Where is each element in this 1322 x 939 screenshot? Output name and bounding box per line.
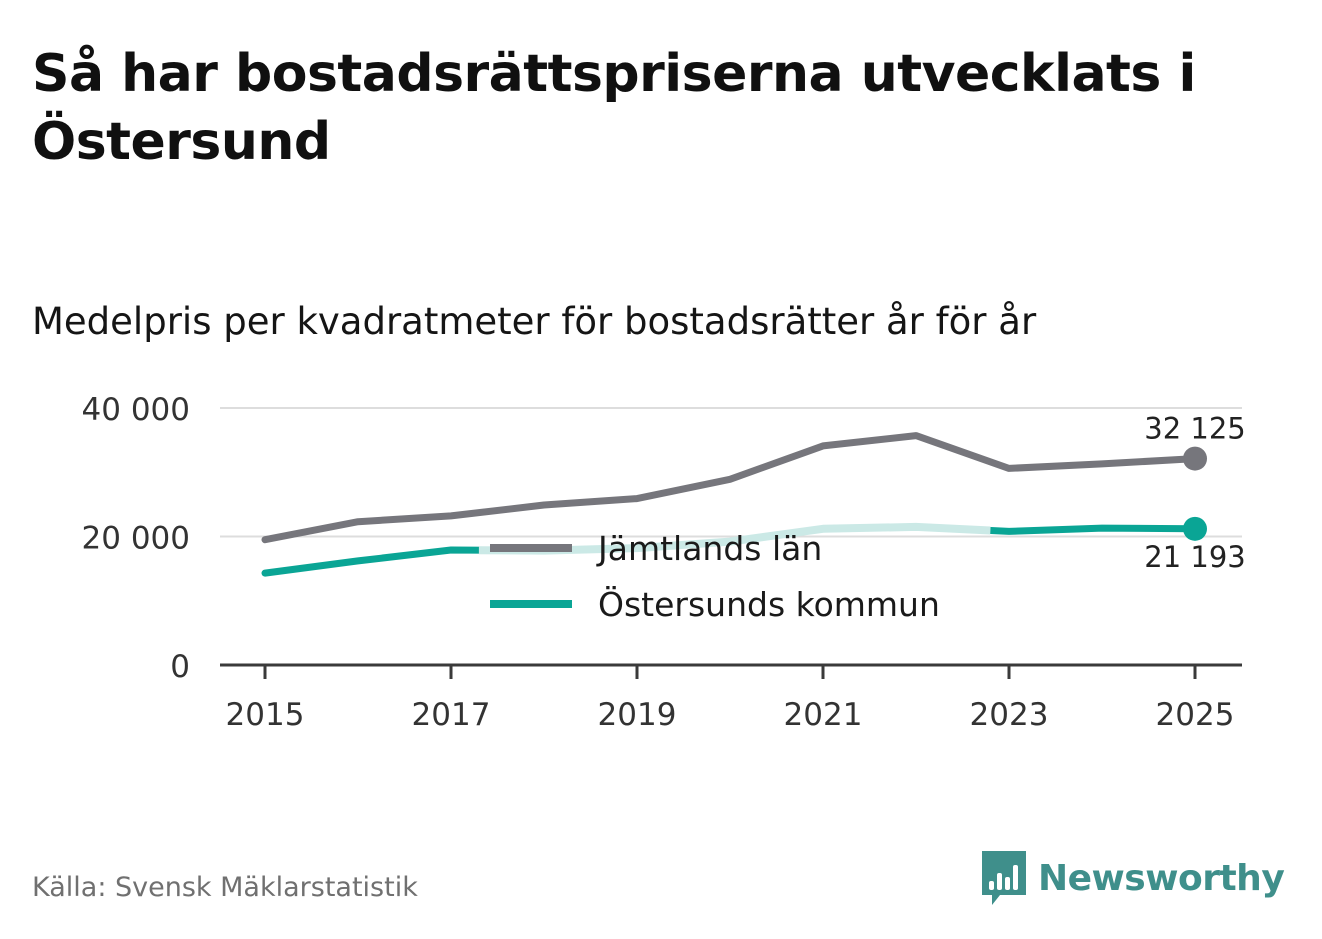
chart-title: Så har bostadsrättspriserna utvecklats i…: [32, 44, 1196, 172]
line-chart: 0 20 000 40 000 2015 2017 2019 2021 2023 2025 Jä…: [82, 392, 1246, 733]
brand-name: Newsworthy: [1038, 857, 1285, 899]
county-legend-label: Jämtlands län: [596, 529, 822, 568]
y-tick-label: 40 000: [82, 392, 190, 428]
municipality-legend-label: Östersunds kommun: [598, 584, 940, 624]
chart-subtitle: Medelpris per kvadratmeter för bostadsrä…: [32, 300, 1037, 343]
county-end-point: [1183, 446, 1207, 471]
axis-layer: 0 20 000 40 000 2015 2017 2019 2021 2023 2025: [82, 392, 1242, 733]
x-tick-label: 2019: [598, 697, 677, 733]
county-end-label: 32 125: [1144, 412, 1245, 446]
x-tick-label: 2023: [970, 697, 1049, 733]
x-tick-label: 2025: [1156, 697, 1235, 733]
x-tick-label: 2015: [226, 697, 305, 733]
y-tick-label: 20 000: [82, 521, 190, 557]
source-note: Källa: Svensk Mäklarstatistik: [32, 872, 418, 903]
x-tick-label: 2021: [784, 697, 863, 733]
newsworthy-logo[interactable]: Newsworthy: [980, 846, 1285, 910]
newsworthy-logo-icon: [982, 851, 1026, 905]
grid-layer: [220, 407, 1242, 538]
label-layer: 32 125 21 193: [1144, 412, 1245, 574]
legend-layer: Jämtlands län Östersunds kommun: [490, 529, 940, 624]
y-tick-label: 0: [170, 649, 190, 685]
county-line: [261, 432, 1199, 544]
municipality-end-point: [1183, 516, 1207, 541]
x-tick-label: 2017: [412, 697, 491, 733]
municipality-end-label: 21 193: [1144, 540, 1245, 574]
